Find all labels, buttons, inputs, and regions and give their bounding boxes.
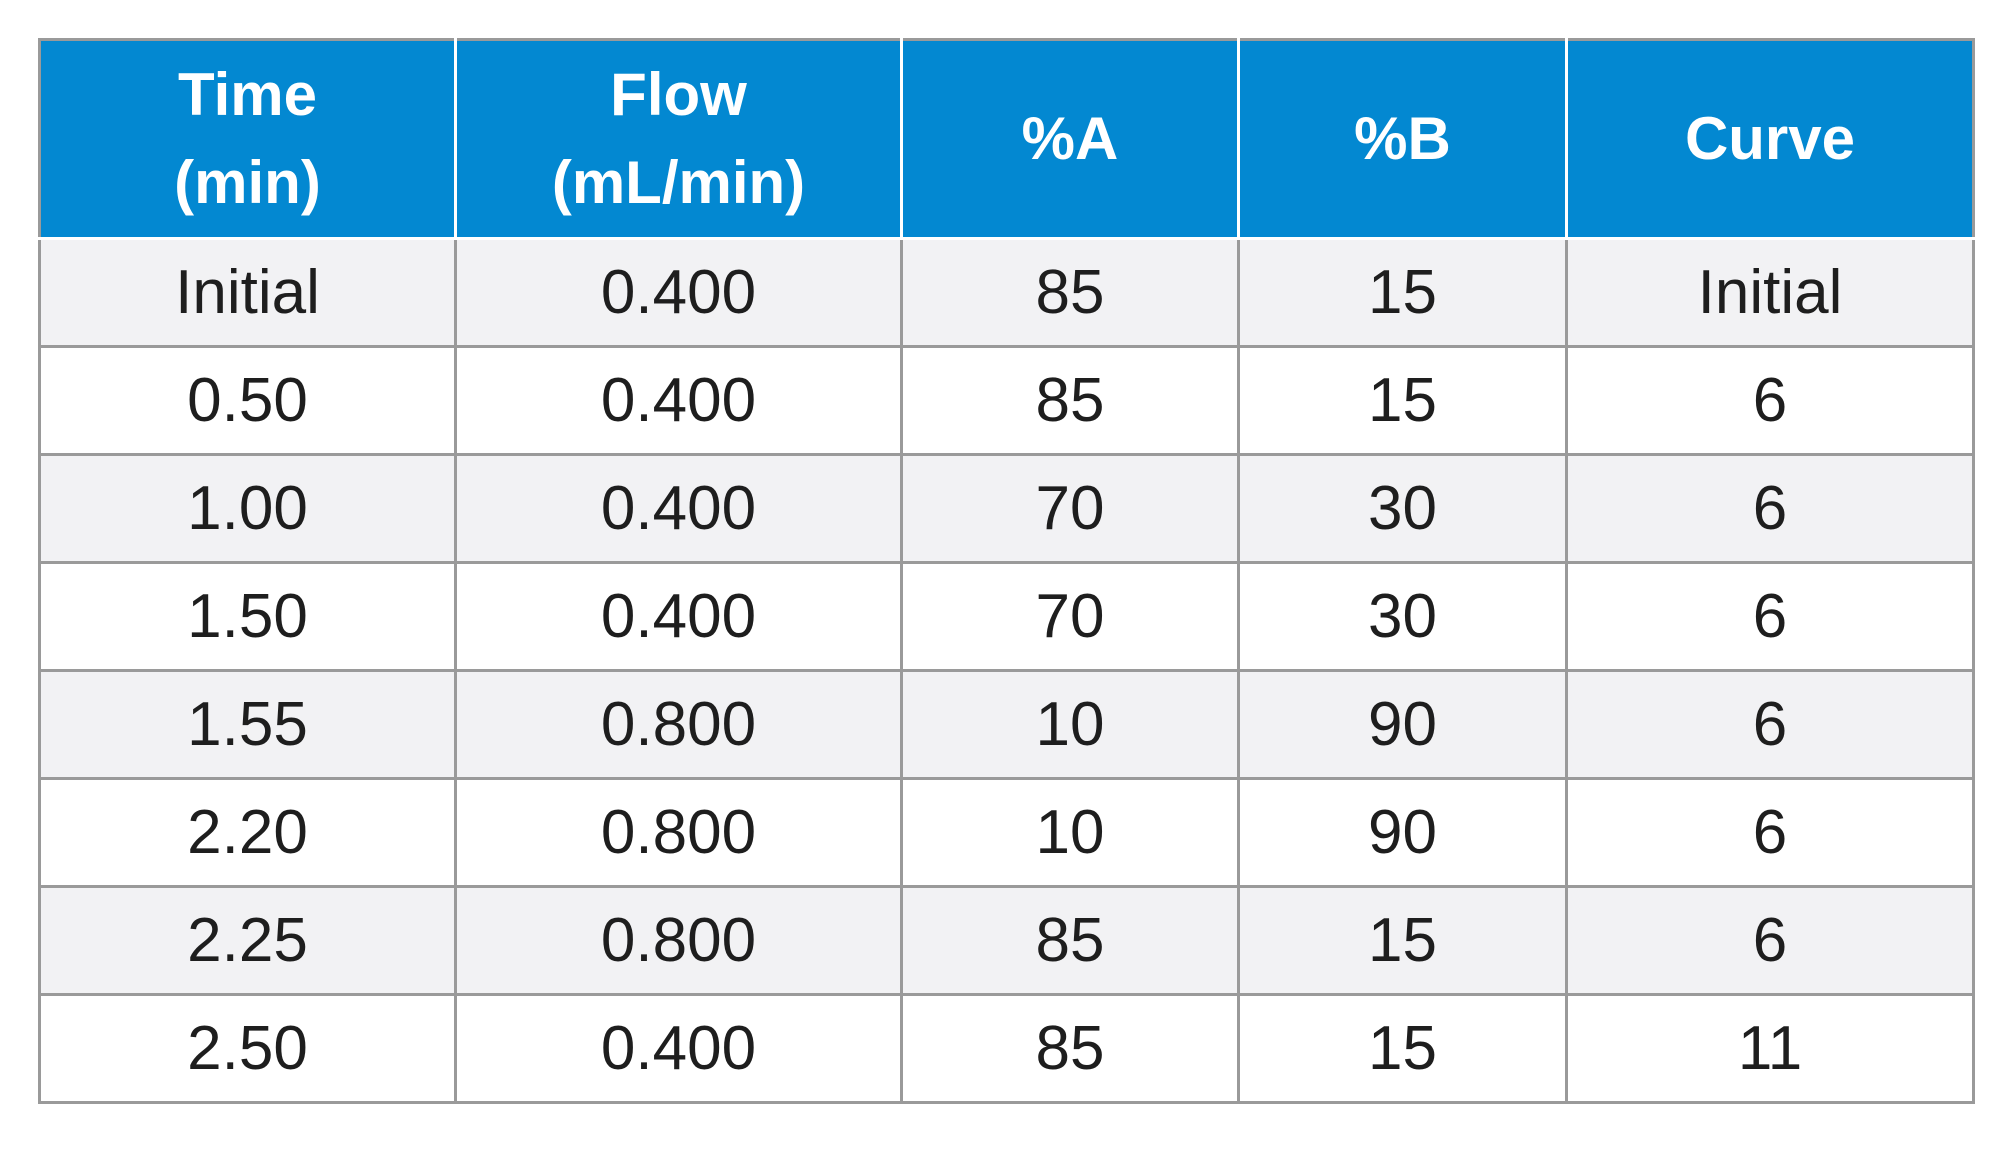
cell-flow: 0.800 [454,777,903,888]
table-row: 2.25 0.800 85 15 6 [38,885,1975,996]
cell-percent-a: 70 [900,561,1240,672]
table-row: 2.50 0.400 85 15 11 [38,993,1975,1104]
cell-percent-a: 10 [900,669,1240,780]
table-row: 1.00 0.400 70 30 6 [38,453,1975,564]
table-row: 1.55 0.800 10 90 6 [38,669,1975,780]
header-percent-a: %A [900,38,1240,240]
cell-percent-b: 15 [1237,345,1568,456]
table-row: 2.20 0.800 10 90 6 [38,777,1975,888]
cell-flow: 0.400 [454,453,903,564]
cell-percent-b: 30 [1237,561,1568,672]
header-time-unit: (min) [174,149,321,216]
gradient-table-container: Time (min) Flow (mL/min) %A %B Curve [38,38,1975,1104]
cell-curve: 6 [1565,561,1975,672]
cell-flow: 0.400 [454,561,903,672]
cell-time: 1.00 [38,453,457,564]
cell-flow: 0.800 [454,669,903,780]
header-percent-a-label: %A [1021,105,1119,172]
cell-curve: 6 [1565,345,1975,456]
header-time: Time (min) [38,38,457,240]
header-percent-b-label: %B [1354,105,1451,172]
header-percent-b: %B [1237,38,1568,240]
cell-flow: 0.400 [454,345,903,456]
header-curve: Curve [1565,38,1975,240]
header-flow: Flow (mL/min) [454,38,903,240]
cell-time: 1.50 [38,561,457,672]
cell-flow: 0.400 [454,237,903,348]
cell-curve: 11 [1565,993,1975,1104]
cell-percent-b: 15 [1237,993,1568,1104]
cell-percent-b: 90 [1237,777,1568,888]
table-row: 1.50 0.400 70 30 6 [38,561,1975,672]
cell-time: 2.50 [38,993,457,1104]
cell-curve: 6 [1565,777,1975,888]
cell-percent-a: 85 [900,885,1240,996]
cell-curve: 6 [1565,453,1975,564]
cell-time: Initial [38,237,457,348]
cell-flow: 0.400 [454,993,903,1104]
cell-curve: 6 [1565,885,1975,996]
table-row: Initial 0.400 85 15 Initial [38,237,1975,348]
cell-time: 1.55 [38,669,457,780]
cell-curve: Initial [1565,237,1975,348]
header-flow-label: Flow [610,61,747,128]
cell-curve: 6 [1565,669,1975,780]
cell-percent-a: 70 [900,453,1240,564]
table-row: 0.50 0.400 85 15 6 [38,345,1975,456]
header-curve-label: Curve [1684,105,1856,172]
cell-time: 0.50 [38,345,457,456]
cell-time: 2.25 [38,885,457,996]
cell-percent-b: 15 [1237,885,1568,996]
header-flow-unit: (mL/min) [551,149,806,216]
cell-percent-b: 30 [1237,453,1568,564]
cell-percent-a: 85 [900,993,1240,1104]
cell-percent-a: 85 [900,237,1240,348]
header-row: Time (min) Flow (mL/min) %A %B Curve [38,38,1975,240]
gradient-table: Time (min) Flow (mL/min) %A %B Curve [38,38,1975,1104]
cell-percent-b: 90 [1237,669,1568,780]
cell-time: 2.20 [38,777,457,888]
cell-percent-a: 85 [900,345,1240,456]
cell-flow: 0.800 [454,885,903,996]
cell-percent-a: 10 [900,777,1240,888]
header-time-label: Time [178,61,317,128]
cell-percent-b: 15 [1237,237,1568,348]
